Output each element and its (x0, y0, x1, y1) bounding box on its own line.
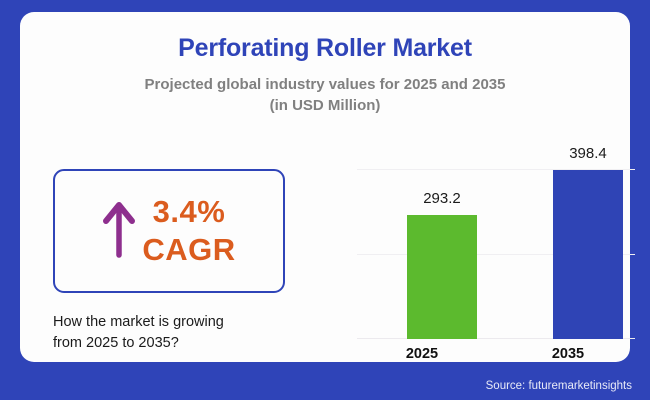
gridline-top (357, 169, 635, 170)
bar-value-label-2025: 293.2 (423, 190, 461, 207)
cagr-text-group: 3.4% CAGR (142, 193, 235, 269)
x-axis-label-2025: 2025 (405, 346, 439, 362)
growth-caption-line-1: How the market is growing (53, 314, 224, 330)
cagr-value: 3.4% (152, 194, 226, 229)
bar-2025 (407, 215, 477, 339)
content-card: Perforating Roller Market Projected glob… (20, 12, 635, 362)
x-axis-label-2035: 2035 (551, 346, 585, 362)
bar-chart: 293.2 398.4 2025 2035 (337, 140, 635, 372)
cagr-callout-box: 3.4% CAGR (53, 169, 285, 293)
gridline-baseline (357, 338, 635, 339)
chart-plot-area: 293.2 398.4 (357, 145, 635, 339)
subtitle-line-1: Projected global industry values for 202… (144, 76, 506, 93)
source-attribution: Source: futuremarketinsights (485, 380, 632, 392)
gridline-mid (357, 254, 635, 255)
page-subtitle: Projected global industry values for 202… (20, 74, 630, 116)
arrow-up-icon (103, 202, 136, 258)
growth-caption: How the market is growing from 2025 to 2… (53, 312, 323, 354)
page-title: Perforating Roller Market (178, 34, 472, 62)
cagr-label: CAGR (142, 232, 236, 267)
subtitle-line-2: (in USD Million) (269, 97, 381, 114)
bar-2035 (553, 170, 623, 339)
growth-caption-line-2: from 2025 to 2035? (53, 335, 179, 351)
cagr-callout-inner: 3.4% CAGR (55, 171, 283, 291)
bar-value-label-2035: 398.4 (569, 145, 607, 162)
